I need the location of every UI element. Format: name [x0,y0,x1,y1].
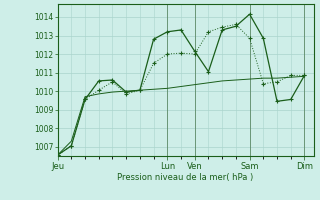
X-axis label: Pression niveau de la mer( hPa ): Pression niveau de la mer( hPa ) [117,173,254,182]
